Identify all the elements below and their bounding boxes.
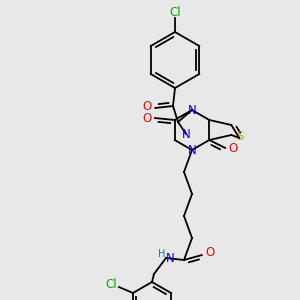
Text: Cl: Cl (105, 278, 117, 290)
Text: O: O (206, 247, 214, 260)
Text: N: N (188, 143, 196, 157)
Text: S: S (237, 130, 244, 143)
Text: Cl: Cl (169, 5, 181, 19)
Text: O: O (229, 142, 238, 154)
Text: N: N (182, 128, 190, 140)
Text: H: H (158, 249, 166, 259)
Text: O: O (142, 100, 152, 113)
Text: O: O (142, 112, 151, 124)
Text: N: N (166, 251, 174, 265)
Text: N: N (188, 103, 196, 116)
